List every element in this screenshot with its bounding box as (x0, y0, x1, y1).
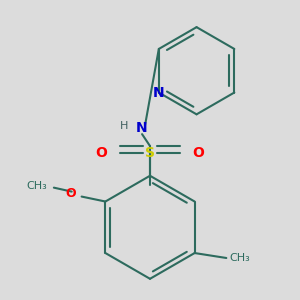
Text: S: S (145, 146, 155, 160)
Text: H: H (120, 121, 128, 131)
Text: O: O (65, 187, 76, 200)
Text: O: O (193, 146, 205, 160)
Text: N: N (153, 85, 165, 100)
Text: CH₃: CH₃ (26, 181, 47, 191)
Text: O: O (95, 146, 107, 160)
Text: CH₃: CH₃ (229, 253, 250, 263)
Text: N: N (135, 121, 147, 135)
